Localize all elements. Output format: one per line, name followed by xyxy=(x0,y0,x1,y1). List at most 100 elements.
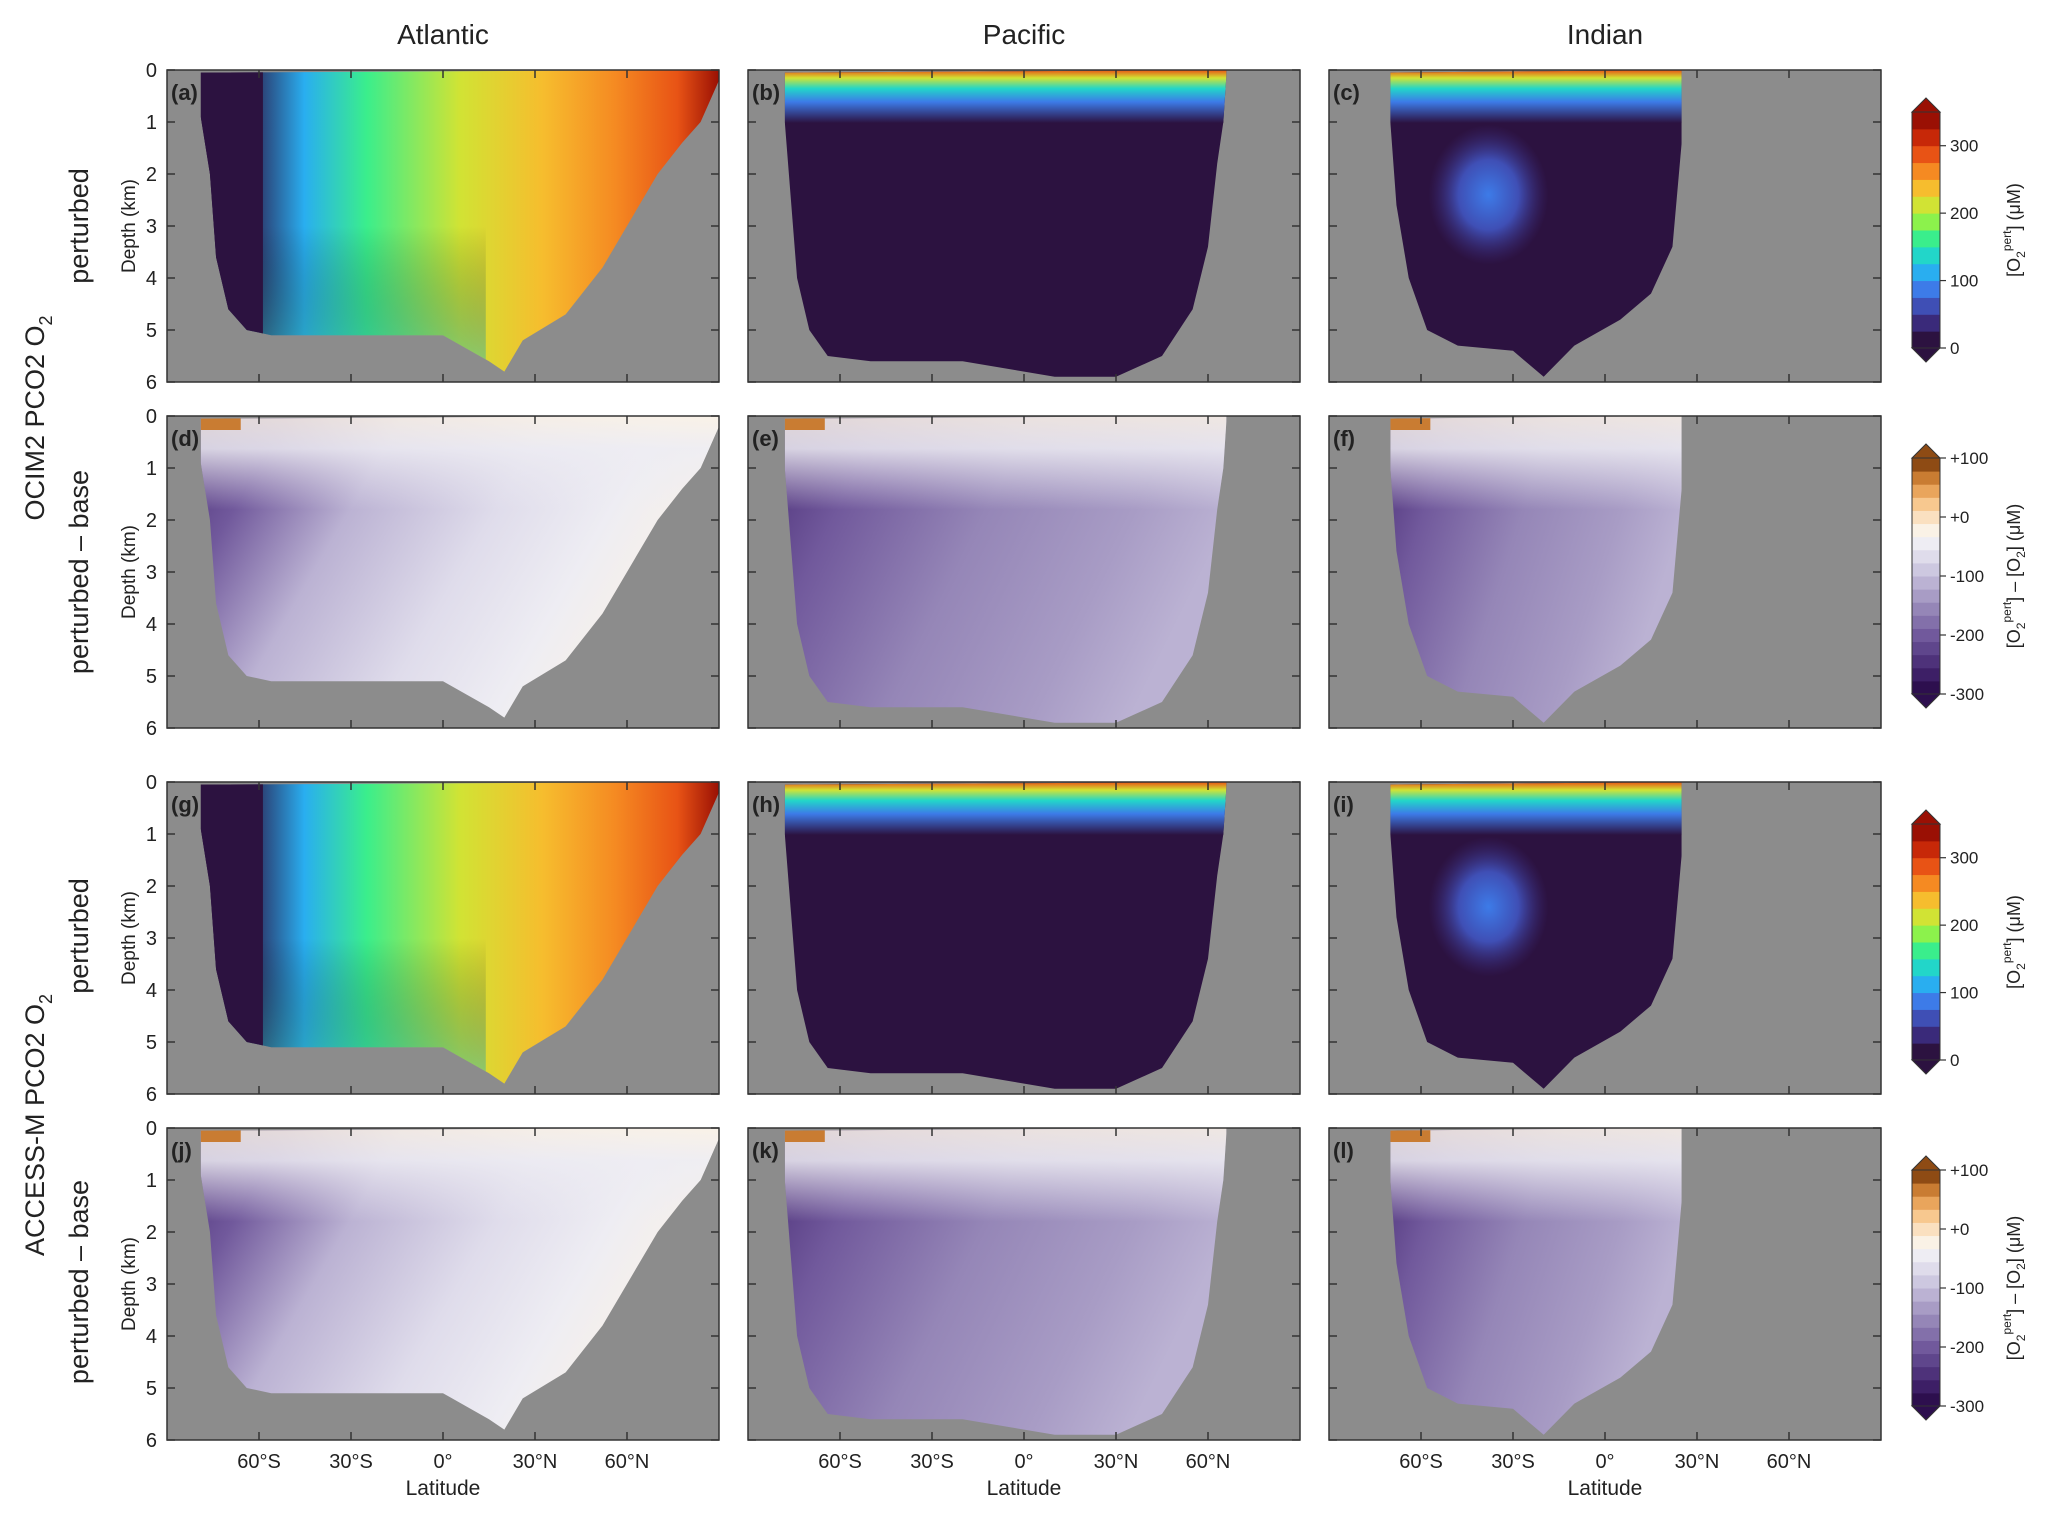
colorbar-segment xyxy=(1912,925,1940,943)
colorbar-segment xyxy=(1912,891,1940,909)
svg-text:OCIM2 PCO2 O2: OCIM2 PCO2 O2 xyxy=(20,315,56,520)
colorbar-segment xyxy=(1912,1248,1940,1263)
colorbar-bottom-arrow xyxy=(1910,693,1942,709)
panel-g: 0 1 2 3 4 5 6 Depth (km) (g) xyxy=(119,772,720,1106)
panel-letter: (k) xyxy=(752,1138,779,1163)
panel-c: (c) xyxy=(1328,69,1882,383)
x-tick-label: 30°S xyxy=(329,1451,373,1473)
panel-e: (e) xyxy=(747,415,1301,729)
x-tick-label: 0° xyxy=(433,1451,452,1473)
colorbar-tick-label: 0 xyxy=(1950,339,1959,358)
row-label-access-diff: perturbed – base xyxy=(64,1180,94,1384)
colorbar-label: [O2pert] – [O2] (μM) xyxy=(2000,504,2028,648)
colorbar-segment xyxy=(1912,958,1940,977)
x-tick-label: 30°S xyxy=(1491,1451,1535,1473)
panel-h: (h) xyxy=(747,781,1301,1095)
colorbar-tick-label: +100 xyxy=(1950,1161,1988,1180)
colorbar-segment xyxy=(1912,908,1940,926)
colorbar-segment xyxy=(1912,162,1940,180)
colorbar-tick-label: 200 xyxy=(1950,204,1978,223)
y-tick-label: 0 xyxy=(146,60,157,82)
colorbar-segment xyxy=(1912,145,1940,164)
colorbar-segment xyxy=(1912,942,1940,960)
colorbar-segment xyxy=(1912,523,1940,538)
colorbar-tick-label: -200 xyxy=(1950,1338,1984,1357)
x-tick-label: 60°S xyxy=(237,1451,281,1473)
colorbar-segment xyxy=(1912,874,1940,892)
x-tick-label: 0° xyxy=(1595,1451,1614,1473)
colorbar-tick-label: -300 xyxy=(1950,1397,1984,1416)
y-tick-label: 0 xyxy=(146,406,157,428)
y-tick-label: 1 xyxy=(146,112,157,134)
colorbar-segment xyxy=(1912,1043,1940,1061)
colorbar-segment xyxy=(1912,641,1940,656)
panels: 0 1 2 3 4 5 6 Depth (km) (a) (b) (c) 0 1 2 3 4 5 6 Depth (… xyxy=(119,60,1882,1500)
colorbar-segment xyxy=(1912,297,1940,315)
svg-text:perturbed: perturbed xyxy=(64,168,94,284)
colorbar-bottom-arrow xyxy=(1910,347,1942,363)
colorbar-segment xyxy=(1912,1209,1940,1223)
y-tick-label: 1 xyxy=(146,824,157,846)
panel-f: (f) xyxy=(1328,415,1882,729)
y-tick-label: 4 xyxy=(146,614,157,636)
colorbar-segment xyxy=(1912,471,1940,485)
ocean-field xyxy=(784,1128,1227,1435)
y-tick-label: 5 xyxy=(146,1032,157,1054)
y-tick-label: 6 xyxy=(146,372,157,394)
colorbar-segment xyxy=(1912,1235,1940,1250)
panel-letter: (i) xyxy=(1333,792,1354,817)
y-axis-label: Depth (km) xyxy=(119,891,140,985)
colorbar-segment xyxy=(1912,1340,1940,1355)
panel-j: 0 1 2 3 4 5 6 60°S 30°S 0° 30°N 60°N Latitude Depth (… xyxy=(119,1118,720,1500)
colorbar-segment xyxy=(1912,1183,1940,1197)
colorbar-segment xyxy=(1912,1314,1940,1328)
colorbar-segment xyxy=(1912,992,1940,1010)
colorbar-segment xyxy=(1912,213,1940,231)
colorbar-segment xyxy=(1912,510,1940,525)
y-tick-label: 6 xyxy=(146,1084,157,1106)
colorbar-segment xyxy=(1912,230,1940,248)
panel-letter: (b) xyxy=(752,80,780,105)
colorbar-segment xyxy=(1912,1274,1940,1289)
y-axis-label: Depth (km) xyxy=(119,1237,140,1331)
colorbar-segment xyxy=(1912,602,1940,616)
y-tick-label: 4 xyxy=(146,1326,157,1348)
panel-l: 60°S 30°S 0° 30°N 60°N Latitude (l) xyxy=(1328,1127,1882,1500)
colorbar-segment xyxy=(1912,331,1940,349)
panel-b: (b) xyxy=(747,69,1301,383)
colorbar-tick-label: +0 xyxy=(1950,508,1969,527)
y-tick-label: 0 xyxy=(146,1118,157,1140)
colorbar-segment xyxy=(1912,667,1940,682)
row-group-label-access: ACCESS-M PCO2 O2 xyxy=(20,994,56,1256)
colorbar-tick-label: 100 xyxy=(1950,272,1978,291)
panel-letter: (f) xyxy=(1333,426,1355,451)
colorbar-segment xyxy=(1912,1379,1940,1394)
ocean-field xyxy=(200,416,719,718)
colorbar-segment xyxy=(1912,840,1940,859)
colorbar-tick-label: 300 xyxy=(1950,137,1978,156)
colorbar-segment xyxy=(1912,536,1940,551)
colorbar-ocim2-perturbed: 0 100 200 300 [O2pert] (μM) xyxy=(1910,97,2028,363)
colorbar-segment xyxy=(1912,484,1940,498)
column-title-atlantic: Atlantic xyxy=(397,19,489,50)
svg-text:ACCESS-M PCO2 O2: ACCESS-M PCO2 O2 xyxy=(20,994,56,1256)
row-label-access-perturbed: perturbed xyxy=(64,878,94,994)
colorbar-segment xyxy=(1912,1009,1940,1027)
panel-i: (i) xyxy=(1328,781,1882,1095)
svg-text:perturbed – base: perturbed – base xyxy=(64,470,94,674)
y-tick-label: 2 xyxy=(146,1222,157,1244)
y-tick-label: 5 xyxy=(146,320,157,342)
colorbar-tick-label: +0 xyxy=(1950,1220,1969,1239)
colorbar-frame xyxy=(1911,823,1941,1061)
x-axis-label: Latitude xyxy=(406,1477,481,1500)
colorbar-segment xyxy=(1912,654,1940,669)
colorbar-top-arrow xyxy=(1910,97,1942,113)
y-tick-label: 3 xyxy=(146,216,157,238)
panel-letter: (l) xyxy=(1333,1138,1354,1163)
y-tick-label: 0 xyxy=(146,772,157,794)
colorbar-segment xyxy=(1912,549,1940,564)
colorbar-tick-label: 0 xyxy=(1950,1051,1959,1070)
y-tick-label: 6 xyxy=(146,718,157,740)
colorbar-bottom-arrow xyxy=(1910,1405,1942,1421)
